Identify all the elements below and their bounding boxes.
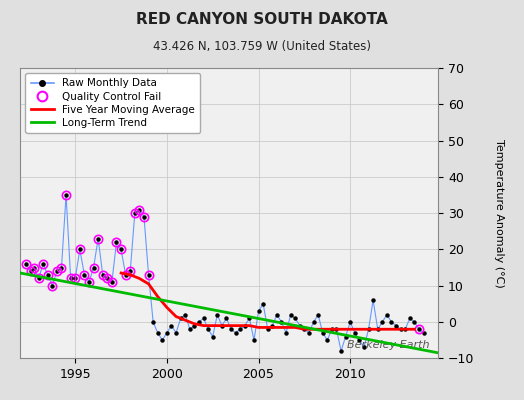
Y-axis label: Temperature Anomaly (°C): Temperature Anomaly (°C) [494, 139, 504, 288]
Text: Berkeley Earth: Berkeley Earth [347, 340, 430, 350]
Legend: Raw Monthly Data, Quality Control Fail, Five Year Moving Average, Long-Term Tren: Raw Monthly Data, Quality Control Fail, … [26, 73, 200, 133]
Text: 43.426 N, 103.759 W (United States): 43.426 N, 103.759 W (United States) [153, 40, 371, 53]
Text: RED CANYON SOUTH DAKOTA: RED CANYON SOUTH DAKOTA [136, 12, 388, 27]
